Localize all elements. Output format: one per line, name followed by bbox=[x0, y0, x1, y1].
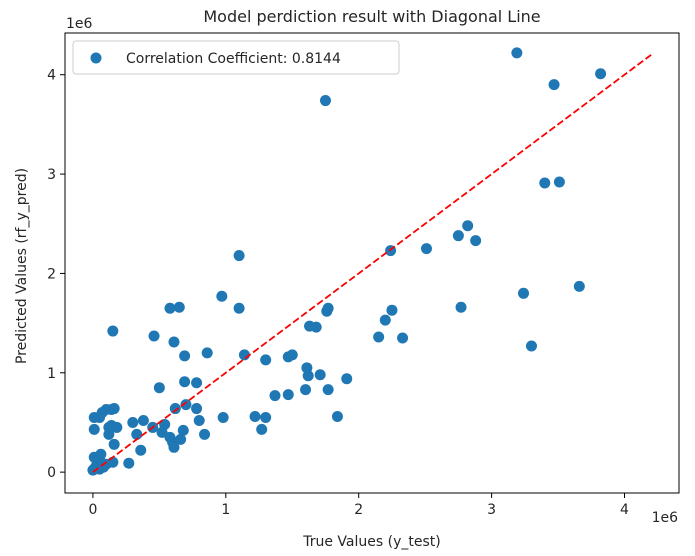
data-points bbox=[87, 47, 607, 476]
data-point bbox=[108, 403, 120, 415]
data-point bbox=[260, 354, 272, 366]
data-point bbox=[179, 376, 191, 388]
data-point bbox=[135, 444, 147, 456]
data-point bbox=[341, 373, 353, 385]
data-point bbox=[173, 301, 185, 313]
data-point bbox=[137, 414, 149, 426]
diagonal-reference-line bbox=[92, 54, 652, 473]
data-point bbox=[111, 421, 123, 433]
data-point bbox=[159, 418, 171, 430]
plot-area bbox=[64, 32, 680, 494]
data-point bbox=[420, 243, 432, 255]
data-point bbox=[322, 302, 334, 314]
data-point bbox=[199, 428, 211, 440]
data-point bbox=[88, 423, 100, 435]
data-point bbox=[164, 302, 176, 314]
data-point bbox=[103, 428, 115, 440]
data-point bbox=[595, 68, 607, 80]
data-point bbox=[107, 325, 119, 337]
x-tick-label: 2 bbox=[354, 502, 363, 518]
data-point bbox=[108, 438, 120, 450]
data-point bbox=[233, 302, 245, 314]
data-point bbox=[518, 287, 530, 299]
data-point bbox=[511, 47, 523, 59]
data-point bbox=[175, 433, 187, 445]
data-point bbox=[331, 411, 343, 422]
data-point bbox=[455, 301, 467, 313]
data-point bbox=[322, 384, 334, 396]
data-point bbox=[168, 441, 180, 453]
data-point bbox=[470, 235, 482, 247]
data-point bbox=[191, 377, 203, 389]
data-point bbox=[452, 230, 464, 242]
data-point bbox=[123, 457, 135, 469]
data-point bbox=[314, 369, 326, 381]
y-tick-label: 1 bbox=[47, 366, 56, 382]
data-point bbox=[233, 250, 245, 262]
x-axis-ticks: 0 1 2 3 4 bbox=[88, 493, 629, 518]
x-tick-label: 3 bbox=[487, 502, 496, 518]
x-tick-label: 0 bbox=[88, 502, 97, 518]
legend-box bbox=[72, 40, 400, 75]
data-point bbox=[539, 177, 551, 189]
data-point bbox=[397, 332, 409, 344]
data-point bbox=[256, 423, 268, 435]
x-axis-offset-label: 1e6 bbox=[652, 510, 679, 526]
data-point bbox=[286, 349, 298, 361]
legend: Correlation Coefficient: 0.8144 bbox=[72, 40, 400, 75]
data-point bbox=[548, 79, 560, 91]
data-point bbox=[379, 314, 391, 326]
x-tick-label: 1 bbox=[221, 502, 230, 518]
data-point bbox=[310, 321, 322, 333]
data-point bbox=[319, 95, 331, 107]
x-tick-label: 4 bbox=[620, 502, 629, 518]
data-point bbox=[249, 411, 261, 422]
data-point bbox=[282, 389, 294, 401]
data-point bbox=[373, 331, 385, 343]
y-axis-offset-label: 1e6 bbox=[66, 16, 93, 32]
data-point bbox=[386, 304, 398, 316]
data-point bbox=[148, 330, 160, 342]
data-point bbox=[201, 347, 213, 359]
y-tick-label: 0 bbox=[47, 465, 56, 481]
data-point bbox=[269, 390, 281, 402]
data-point bbox=[179, 350, 191, 362]
data-point bbox=[462, 220, 474, 232]
legend-marker bbox=[90, 52, 102, 64]
chart-title: Model perdiction result with Diagonal Li… bbox=[203, 7, 540, 26]
data-point bbox=[127, 416, 139, 428]
data-point bbox=[217, 411, 229, 423]
data-point bbox=[216, 290, 228, 302]
data-point bbox=[95, 448, 107, 460]
x-axis-label: True Values (y_test) bbox=[302, 534, 440, 550]
data-point bbox=[180, 399, 192, 411]
data-point bbox=[153, 382, 165, 394]
data-point bbox=[177, 424, 189, 436]
data-point bbox=[191, 403, 203, 415]
diagonal-line bbox=[92, 54, 652, 473]
y-tick-label: 3 bbox=[47, 167, 56, 183]
data-point bbox=[300, 384, 312, 396]
y-tick-label: 2 bbox=[47, 266, 56, 282]
y-axis-ticks: 0 1 2 3 4 bbox=[47, 68, 65, 481]
data-point bbox=[168, 336, 180, 348]
data-point bbox=[525, 340, 537, 352]
legend-label: Correlation Coefficient: 0.8144 bbox=[126, 51, 341, 67]
data-point bbox=[260, 411, 272, 423]
data-point bbox=[193, 414, 205, 426]
data-point bbox=[169, 403, 181, 415]
data-point bbox=[131, 428, 143, 440]
y-tick-label: 4 bbox=[47, 68, 56, 84]
data-point bbox=[302, 370, 314, 382]
data-point bbox=[573, 280, 585, 292]
y-axis-label: Predicted Values (rf_y_pred) bbox=[14, 168, 30, 364]
data-point bbox=[553, 176, 565, 188]
